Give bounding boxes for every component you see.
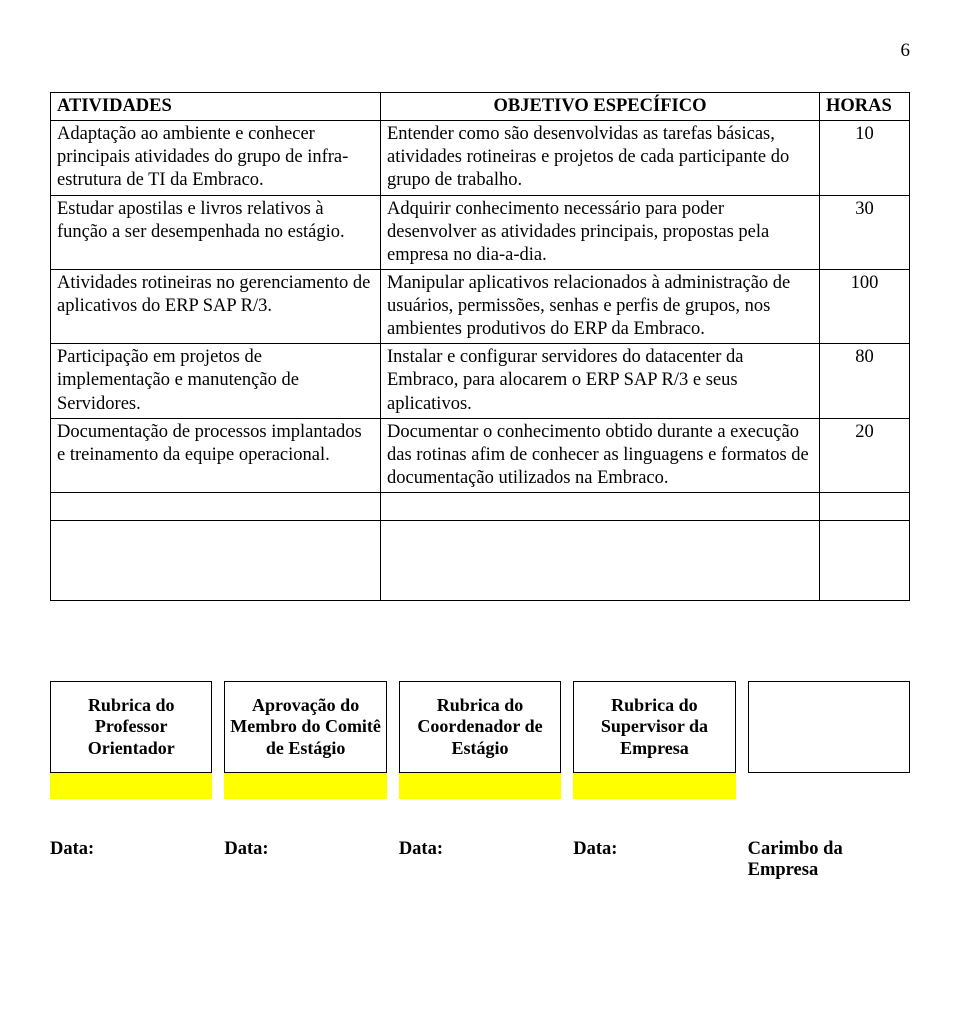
signature-box-carimbo: Carimbo da Empresa [748, 681, 910, 881]
table-header-row: ATIVIDADES OBJETIVO ESPECÍFICO HORAS [51, 93, 910, 121]
cell-empty [381, 493, 820, 521]
header-atividades: ATIVIDADES [51, 93, 381, 121]
signature-yellow-field [573, 773, 735, 799]
signature-date-label: Carimbo da Empresa [748, 839, 910, 881]
cell-empty [820, 493, 910, 521]
cell-empty [51, 493, 381, 521]
cell-horas: 100 [820, 269, 910, 343]
signature-label: Rubrica do Coordenador de Estágio [399, 681, 561, 773]
cell-empty [381, 521, 820, 601]
cell-horas: 20 [820, 418, 910, 492]
signature-empty-field [748, 773, 910, 799]
header-horas: HORAS [820, 93, 910, 121]
signature-label-empty [748, 681, 910, 773]
page-number: 6 [50, 40, 910, 62]
signature-box-coordenador: Rubrica do Coordenador de Estágio Data: [399, 681, 561, 881]
cell-objetivo: Manipular aplicativos relacionados à adm… [381, 269, 820, 343]
signature-date-label: Data: [50, 839, 212, 860]
header-objetivo: OBJETIVO ESPECÍFICO [381, 93, 820, 121]
signature-box-comite: Aprovação do Membro do Comitê de Estágio… [224, 681, 386, 881]
table-row: Estudar apostilas e livros relativos à f… [51, 195, 910, 269]
signature-yellow-field [50, 773, 212, 799]
cell-empty [820, 521, 910, 601]
table-row: Adaptação ao ambiente e conhecer princip… [51, 121, 910, 195]
cell-objetivo: Documentar o conhecimento obtido durante… [381, 418, 820, 492]
signature-label: Rubrica do Professor Orientador [50, 681, 212, 773]
signature-label: Aprovação do Membro do Comitê de Estágio [224, 681, 386, 773]
cell-atividade: Atividades rotineiras no gerenciamento d… [51, 269, 381, 343]
signature-yellow-field [399, 773, 561, 799]
cell-horas: 10 [820, 121, 910, 195]
cell-atividade: Documentação de processos implantados e … [51, 418, 381, 492]
signature-yellow-field [224, 773, 386, 799]
cell-atividade: Estudar apostilas e livros relativos à f… [51, 195, 381, 269]
table-row: Participação em projetos de implementaçã… [51, 344, 910, 418]
signature-box-professor: Rubrica do Professor Orientador Data: [50, 681, 212, 881]
cell-objetivo: Instalar e configurar servidores do data… [381, 344, 820, 418]
cell-horas: 80 [820, 344, 910, 418]
activities-table: ATIVIDADES OBJETIVO ESPECÍFICO HORAS Ada… [50, 92, 910, 601]
signature-label: Rubrica do Supervisor da Empresa [573, 681, 735, 773]
signature-row: Rubrica do Professor Orientador Data: Ap… [50, 681, 910, 881]
cell-empty [51, 521, 381, 601]
signature-date-label: Data: [573, 839, 735, 860]
cell-atividade: Adaptação ao ambiente e conhecer princip… [51, 121, 381, 195]
cell-horas: 30 [820, 195, 910, 269]
cell-atividade: Participação em projetos de implementaçã… [51, 344, 381, 418]
cell-objetivo: Adquirir conhecimento necessário para po… [381, 195, 820, 269]
table-row: Atividades rotineiras no gerenciamento d… [51, 269, 910, 343]
table-row: Documentação de processos implantados e … [51, 418, 910, 492]
signature-date-label: Data: [399, 839, 561, 860]
signature-box-supervisor: Rubrica do Supervisor da Empresa Data: [573, 681, 735, 881]
table-row-empty [51, 521, 910, 601]
table-row-empty [51, 493, 910, 521]
cell-objetivo: Entender como são desenvolvidas as taref… [381, 121, 820, 195]
signature-date-label: Data: [224, 839, 386, 860]
